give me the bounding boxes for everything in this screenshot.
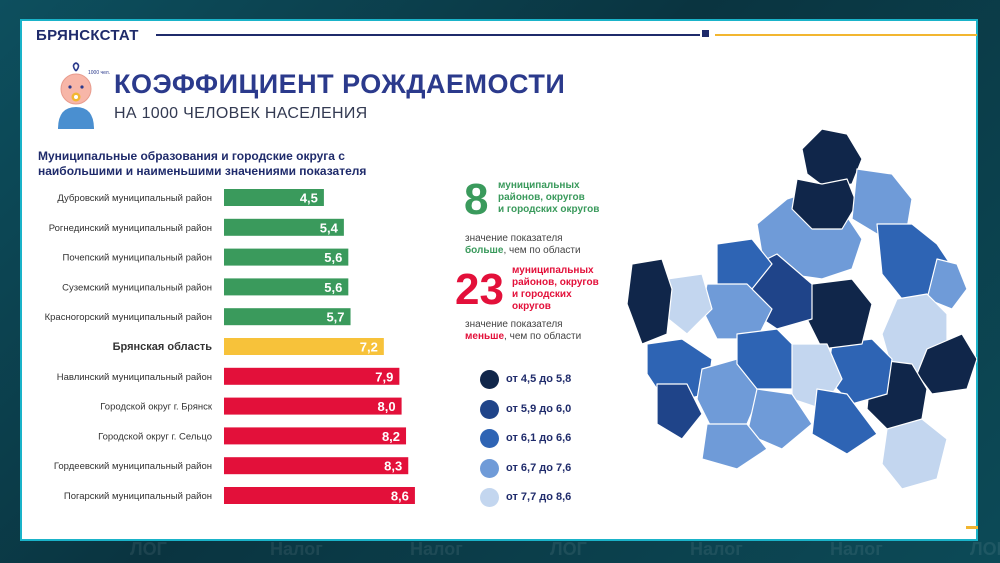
count-more-number: 8 xyxy=(464,175,489,224)
infographic-card: БРЯНСКСТАТ 1000 чел. КОЭФФИЦИЕНТ РОЖДАЕМ… xyxy=(20,19,978,541)
bar-value-label: 8,6 xyxy=(391,489,409,504)
bar-category-label: Рогнединский муниципальный район xyxy=(49,223,212,234)
count-less-note-line2: меньше, чем по области xyxy=(465,331,581,343)
map-district xyxy=(656,383,703,440)
bar xyxy=(224,278,349,296)
bar-chart: Дубровский муниципальный район 4,5 Рогнеди… xyxy=(45,189,415,504)
background-watermark: ЛОГ Налог Налог ЛОГ Налог Налог ЛОГ xyxy=(0,539,1000,559)
header-rule-accent xyxy=(715,34,977,36)
org-name: БРЯНСКСТАТ xyxy=(36,27,139,44)
corner-accent xyxy=(966,526,978,529)
bar xyxy=(224,189,324,206)
legend-swatch xyxy=(480,399,499,419)
count-less-number: 23 xyxy=(455,265,504,314)
count-more-line: муниципальных xyxy=(498,180,580,191)
count-more-line: и городских округов xyxy=(498,204,600,215)
bar-category-label: Погарский муниципальный район xyxy=(64,491,212,502)
count-less-note: значение показателя меньше, чем по облас… xyxy=(465,319,581,343)
bar xyxy=(224,367,400,385)
map-district xyxy=(881,418,948,490)
count-less-text: муниципальных районов, округов и городск… xyxy=(512,265,599,313)
baby-icon: 1000 чел. xyxy=(58,62,110,129)
baby-icon-caption: 1000 чел. xyxy=(88,70,110,76)
bar xyxy=(224,218,344,236)
legend-label: от 7,7 до 8,6 xyxy=(506,491,572,503)
bar-value-label: 8,3 xyxy=(384,459,402,474)
count-more-note-suffix: , чем по области xyxy=(503,245,581,256)
count-less-note-suffix: , чем по области xyxy=(504,331,582,342)
bar-value-label: 5,6 xyxy=(324,250,342,265)
bar-category-label: Почепский муниципальный район xyxy=(63,253,212,264)
bar-value-label: 8,2 xyxy=(382,429,400,444)
watermark-text: Налог xyxy=(690,539,743,559)
watermark-text: Налог xyxy=(830,539,883,559)
bar-value-label: 5,6 xyxy=(324,280,342,295)
bar-category-label: Навлинский муниципальный район xyxy=(57,372,212,383)
map-district xyxy=(811,388,878,455)
bar xyxy=(224,427,407,445)
legend-swatch xyxy=(480,488,499,507)
count-more-note-line1: значение показателя xyxy=(465,233,563,244)
count-more-note-bold: больше xyxy=(465,245,504,256)
watermark-text: Налог xyxy=(270,539,323,559)
bar xyxy=(224,487,415,504)
legend-label: от 6,1 до 6,6 xyxy=(506,432,572,444)
map-district xyxy=(806,278,873,350)
bar xyxy=(224,338,384,355)
map-district xyxy=(791,178,858,230)
bar-category-label: Красногорский муниципальный район xyxy=(45,312,212,323)
bar-category-label: Дубровский муниципальный район xyxy=(57,193,212,204)
map-district xyxy=(926,258,968,310)
bar-value-label: 5,4 xyxy=(320,220,339,235)
count-less-note-bold: меньше xyxy=(465,331,505,342)
legend-swatch xyxy=(480,458,499,478)
bar xyxy=(224,248,349,266)
bar-value-label: 7,9 xyxy=(375,369,393,384)
count-more-note-line2: больше, чем по области xyxy=(465,245,581,257)
watermark-text: ЛОГ xyxy=(550,539,587,559)
bar-category-label: Гордеевский муниципальный район xyxy=(54,461,212,472)
legend-label: от 6,7 до 7,6 xyxy=(506,461,572,474)
legend-swatch xyxy=(480,370,499,389)
bar-category-label: Городской округ г. Сельцо xyxy=(98,431,212,442)
count-more-note: значение показателя больше, чем по облас… xyxy=(465,233,581,257)
bar-value-label: 7,2 xyxy=(360,340,378,355)
count-more-line: районов, округов xyxy=(498,192,585,203)
legend-label: от 5,9 до 6,0 xyxy=(506,402,572,415)
map-district xyxy=(716,238,773,290)
count-more-text: муниципальных районов, округов и городск… xyxy=(498,180,599,216)
chart-title: Муниципальные образования и городские ок… xyxy=(38,149,367,178)
watermark-text: ЛОГ xyxy=(970,539,1000,559)
map-district xyxy=(801,128,863,190)
bar-value-label: 4,5 xyxy=(300,191,318,206)
watermark-text: Налог xyxy=(410,539,463,559)
bar-category-label: Брянская область xyxy=(113,341,213,353)
watermark-text: ЛОГ xyxy=(130,539,167,559)
count-less-line: и городских xyxy=(512,289,572,300)
legend-swatch xyxy=(480,429,499,448)
region-map xyxy=(626,128,977,490)
map-district xyxy=(701,423,768,470)
count-less-line: муниципальных xyxy=(512,265,594,276)
map-district xyxy=(626,258,673,345)
bar-value-label: 5,7 xyxy=(326,310,344,325)
bar xyxy=(224,457,409,475)
count-less-note-line1: значение показателя xyxy=(465,319,563,330)
legend-label: от 4,5 до 5,8 xyxy=(506,373,572,385)
count-less-line: округов xyxy=(512,301,551,312)
page-subtitle: НА 1000 ЧЕЛОВЕК НАСЕЛЕНИЯ xyxy=(114,105,368,122)
bar xyxy=(224,397,402,415)
bar-value-label: 8,0 xyxy=(378,399,396,414)
bar-category-label: Суземский муниципальный район xyxy=(62,282,212,293)
bar-category-label: Городской округ г. Брянск xyxy=(100,402,213,413)
header-square xyxy=(702,30,709,37)
header-rule xyxy=(156,34,700,36)
count-less-line: районов, округов xyxy=(512,277,599,288)
page-title: КОЭФФИЦИЕНТ РОЖДАЕМОСТИ xyxy=(114,69,566,99)
bar xyxy=(224,308,351,326)
